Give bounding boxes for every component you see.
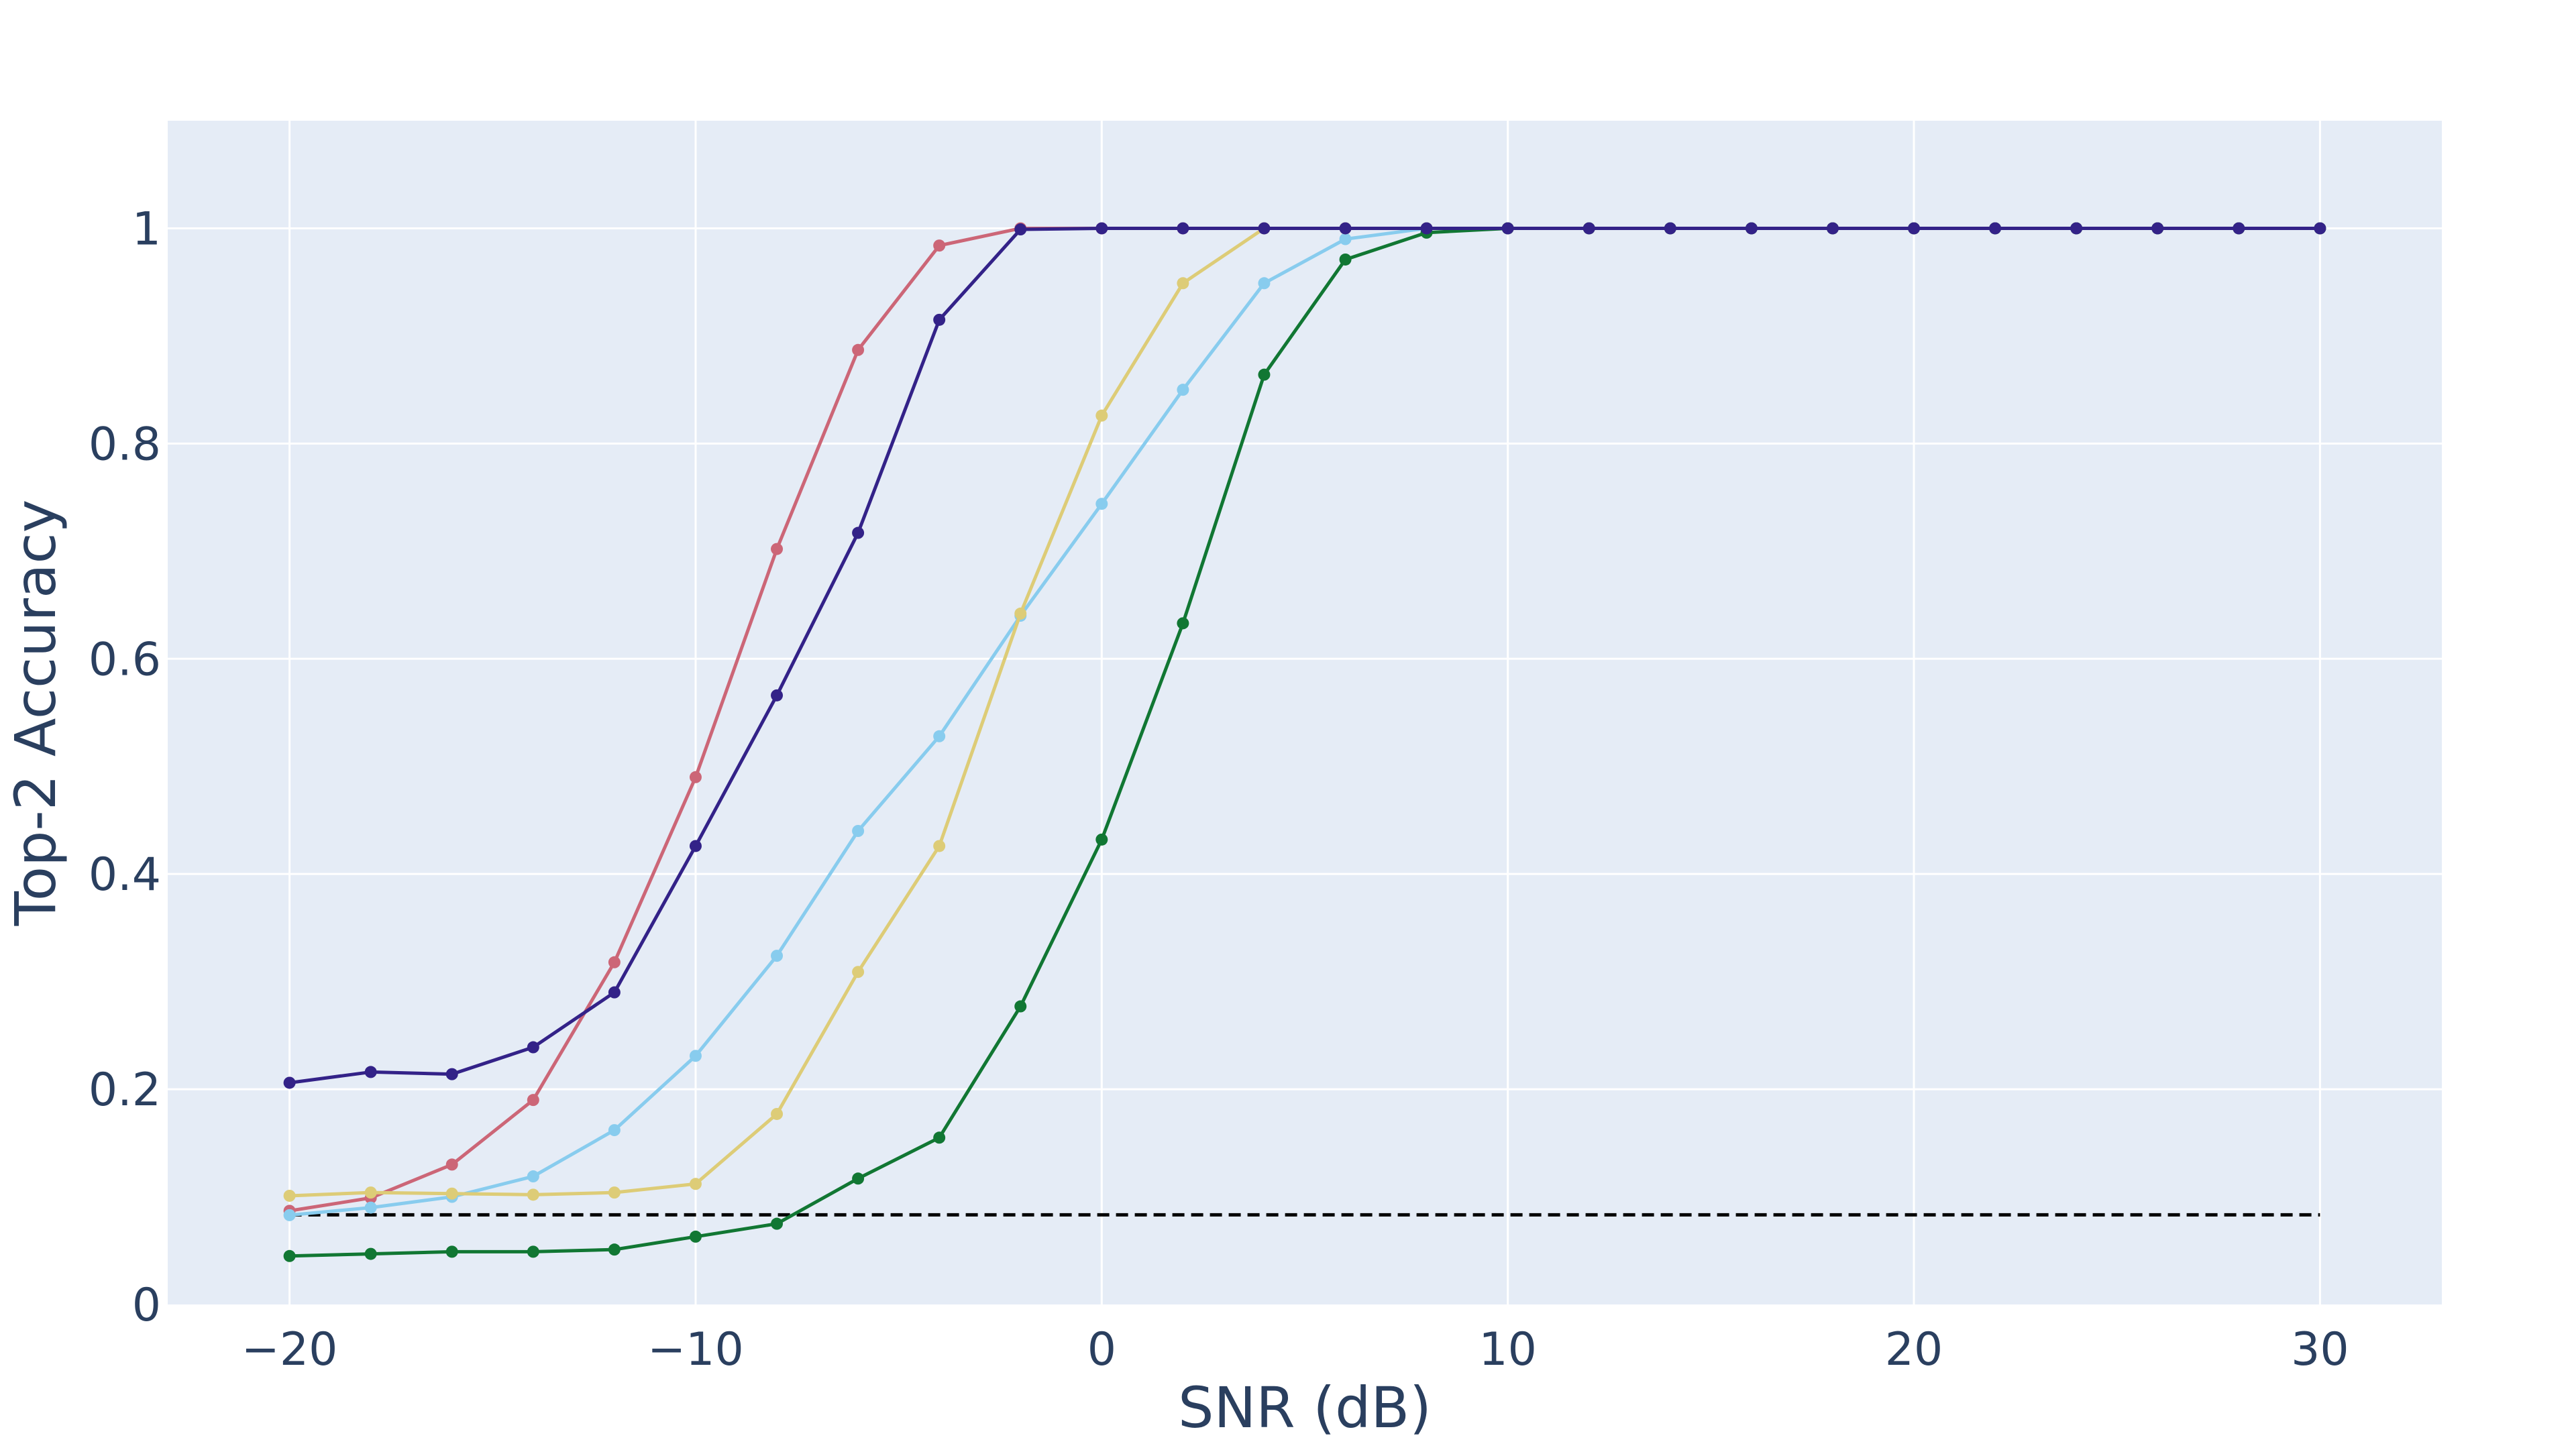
series-3-point — [445, 1187, 458, 1200]
series-4-point — [364, 1247, 377, 1260]
series-3-point — [608, 1186, 621, 1199]
y-tick-label: 0.8 — [89, 418, 161, 471]
series-2-point — [608, 1124, 621, 1137]
y-tick-label: 0.6 — [89, 633, 161, 686]
series-2-point — [1339, 233, 1352, 245]
series-2-point — [283, 1209, 296, 1221]
y-tick-label: 0.2 — [89, 1064, 161, 1117]
series-4-point — [283, 1249, 296, 1262]
series-2-point — [933, 730, 946, 742]
series-3-point — [364, 1186, 377, 1199]
series-3-point — [689, 1178, 702, 1190]
series-5-point — [1664, 222, 1676, 235]
series-5-point — [2314, 222, 2326, 235]
x-tick-label: 10 — [1479, 1323, 1537, 1376]
y-axis-title: Top-2 Accuracy — [3, 500, 68, 927]
series-5-point — [1095, 222, 1108, 235]
series-3-point — [1095, 409, 1108, 422]
series-2-point — [1095, 498, 1108, 510]
series-5-point — [1501, 222, 1514, 235]
series-1-point — [689, 771, 702, 783]
series-5-point — [771, 689, 784, 702]
y-tick-label: 0.4 — [89, 848, 161, 901]
series-4-point — [1095, 833, 1108, 846]
series-4-point — [771, 1217, 784, 1230]
series-3-point — [527, 1188, 539, 1201]
series-2-point — [771, 950, 784, 962]
series-5-point — [2151, 222, 2164, 235]
series-2-point — [527, 1170, 539, 1183]
series-3-point — [933, 840, 946, 852]
series-5-point — [283, 1076, 296, 1089]
y-tick-label: 1 — [132, 203, 161, 256]
x-axis-title: SNR (dB) — [1178, 1375, 1432, 1441]
series-2-point — [852, 825, 865, 837]
series-4-point — [689, 1230, 702, 1243]
series-4-point — [1177, 617, 1189, 630]
series-5-point — [445, 1068, 458, 1080]
series-5-point — [1989, 222, 2002, 235]
series-5-point — [1908, 222, 1921, 235]
series-3-point — [771, 1107, 784, 1120]
series-5-point — [2070, 222, 2083, 235]
series-4-point — [1339, 253, 1352, 266]
plot-area — [168, 121, 2442, 1304]
series-2-point — [1258, 277, 1271, 290]
x-tick-label: 0 — [1087, 1323, 1116, 1376]
series-1-point — [445, 1158, 458, 1171]
series-5-point — [1582, 222, 1595, 235]
series-3-point — [1014, 607, 1027, 620]
series-5-point — [1339, 222, 1352, 235]
y-axis-ticks: 0 0.2 0.4 0.6 0.8 1 — [89, 203, 161, 1332]
series-1-point — [771, 543, 784, 555]
series-4-point — [1258, 368, 1271, 381]
series-4-point — [1014, 1000, 1027, 1013]
series-5-line — [289, 226, 2320, 1084]
series-5-point — [608, 986, 621, 999]
series-5-point — [527, 1041, 539, 1054]
series-1-point — [852, 343, 865, 356]
y-tick-label: 0 — [132, 1279, 161, 1332]
series-2-point — [689, 1050, 702, 1062]
series-5-point — [852, 526, 865, 539]
series-3-point — [852, 966, 865, 979]
series-4-point — [608, 1243, 621, 1256]
series-2-point — [1177, 384, 1189, 396]
series-1-point — [933, 239, 946, 252]
x-tick-label: −10 — [647, 1323, 744, 1376]
series-5-point — [1014, 223, 1027, 236]
series-5 — [283, 222, 2326, 1089]
series-layer — [283, 222, 2326, 1262]
series-3-point — [1177, 277, 1189, 290]
x-axis-ticks: −20 −10 0 10 20 30 — [241, 1323, 2349, 1376]
series-1-point — [527, 1094, 539, 1107]
series-5-point — [1420, 222, 1433, 235]
series-4-point — [933, 1131, 946, 1144]
series-4-point — [527, 1245, 539, 1258]
series-2-point — [364, 1201, 377, 1214]
series-5-point — [933, 313, 946, 326]
series-4-point — [445, 1245, 458, 1258]
series-5-point — [2233, 222, 2245, 235]
series-5-point — [364, 1066, 377, 1078]
series-5-point — [1177, 222, 1189, 235]
x-tick-label: −20 — [241, 1323, 338, 1376]
series-5-point — [1258, 222, 1271, 235]
series-3-point — [283, 1189, 296, 1202]
series-1-point — [608, 956, 621, 968]
series-4-point — [852, 1172, 865, 1185]
x-tick-label: 20 — [1885, 1323, 1943, 1376]
series-5-point — [1826, 222, 1839, 235]
series-5-point — [689, 840, 702, 852]
x-tick-label: 30 — [2291, 1323, 2349, 1376]
series-5-point — [1745, 222, 1758, 235]
